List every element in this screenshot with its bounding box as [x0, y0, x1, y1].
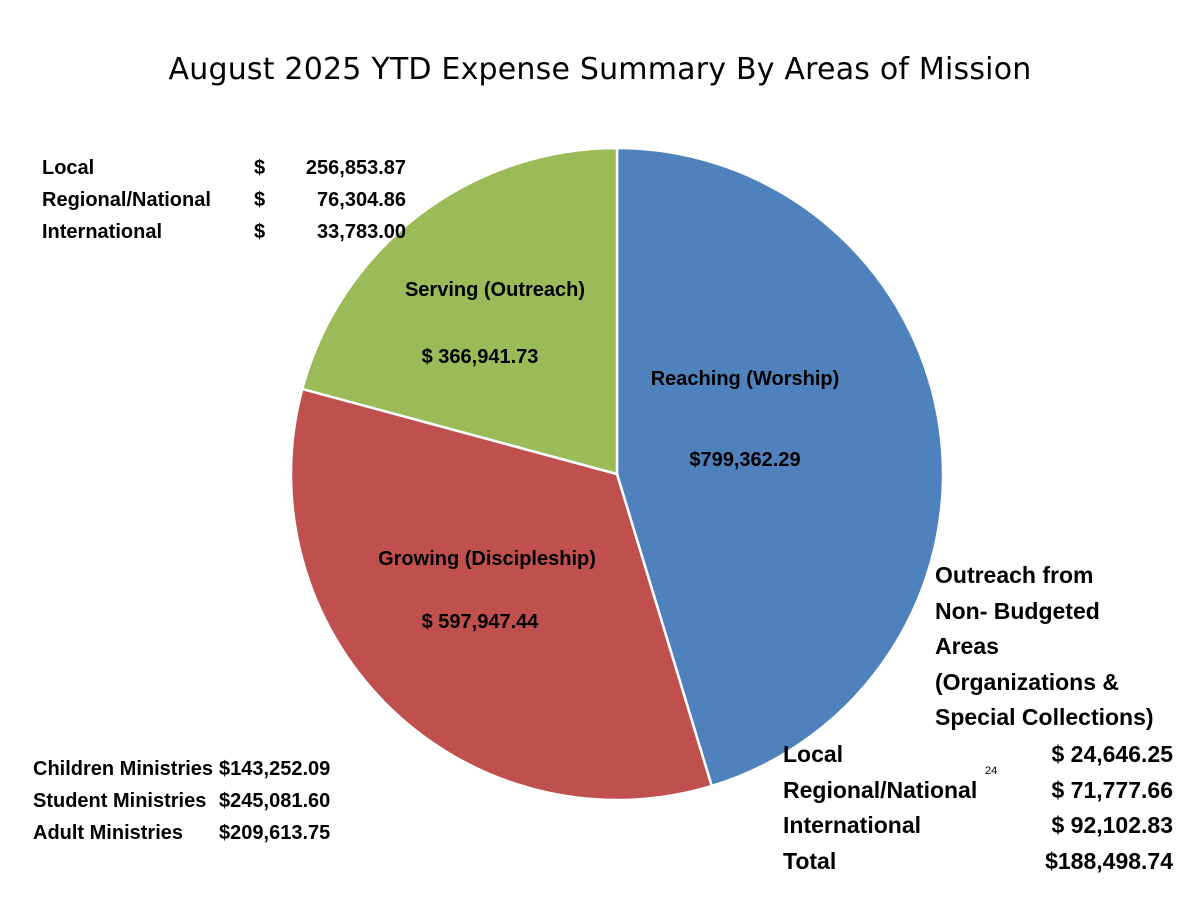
pie-slice-3 — [300, 146, 619, 476]
breakdown-amount: $ 71,777.66 — [1051, 776, 1173, 803]
breakdown-amount: $ 92,102.83 — [1051, 812, 1173, 838]
table-row: International $33,783.00 — [42, 216, 406, 248]
outreach-note: Outreach from Non- Budgeted Areas (Organ… — [935, 558, 1154, 736]
breakdown-amount: 256,853.87 — [305, 157, 406, 179]
outreach-note-line: Areas — [935, 633, 999, 659]
slice-label: Serving (Outreach) — [405, 279, 585, 301]
breakdown-amount: 33,783.00 — [317, 221, 406, 243]
breakdown-label: Children Ministries — [33, 758, 214, 780]
breakdown-amount: $143,252.09 — [219, 758, 331, 780]
slice-label: Growing (Discipleship) — [378, 548, 596, 570]
table-row: Local $ 24,646.25 — [783, 737, 1173, 773]
pie-slice-2 — [289, 387, 714, 802]
breakdown-amount: $245,081.60 — [219, 790, 331, 812]
breakdown-currency: $ — [254, 221, 266, 243]
slice-amount: $799,362.29 — [689, 449, 800, 471]
breakdown-label: International — [42, 221, 163, 243]
table-row: Adult Ministries $209,613.75 — [33, 817, 330, 849]
breakdown-label: Adult Ministries — [33, 822, 184, 844]
growing-breakdown: Children Ministries $143,252.09 Student Mi… — [33, 753, 330, 849]
breakdown-label: Regional/National — [42, 189, 211, 211]
table-row: Regional/National $76,304.86 — [42, 184, 406, 216]
table-row: Regional/National $ 71,777.66 — [783, 773, 1173, 809]
table-row: Student Ministries $245,081.60 — [33, 785, 330, 817]
serving-breakdown: Local $256,853.87 Regional/National $76,304… — [42, 152, 406, 248]
breakdown-amount: $209,613.75 — [219, 822, 331, 844]
breakdown-amount: 76,304.86 — [317, 189, 406, 211]
table-row: Children Ministries $143,252.09 — [33, 753, 330, 785]
table-row: International $ 92,102.83 — [783, 808, 1173, 844]
breakdown-amount: $188,498.74 — [1045, 847, 1173, 874]
breakdown-label: Total — [783, 847, 837, 874]
breakdown-currency: $ — [254, 157, 266, 179]
breakdown-currency: $ — [254, 189, 266, 211]
slice-label: Reaching (Worship) — [651, 368, 840, 390]
slice-amount: $ 366,941.73 — [422, 346, 539, 368]
breakdown-label: Local — [42, 157, 95, 179]
outreach-note-line: (Organizations & — [935, 668, 1120, 695]
breakdown-label: Regional/National — [783, 776, 978, 803]
breakdown-amount: $ 24,646.25 — [1051, 741, 1173, 767]
breakdown-label: Local — [783, 741, 844, 767]
outreach-breakdown: Local $ 24,646.25 Regional/National $ 71,77… — [783, 737, 1173, 879]
breakdown-label: Student Ministries — [33, 790, 207, 812]
outreach-note-line: Special Collections) — [935, 704, 1154, 730]
table-row: Total $188,498.74 — [783, 844, 1173, 880]
slice-amount: $ 597,947.44 — [422, 611, 540, 633]
pie-slice-1 — [615, 146, 945, 788]
table-row: Local $256,853.87 — [42, 152, 406, 184]
outreach-note-line: Non- Budgeted — [935, 597, 1100, 624]
outreach-note-line: Outreach from — [935, 562, 1094, 588]
breakdown-label: International — [783, 812, 922, 838]
page-number: 24 — [985, 765, 998, 777]
chart-title: August 2025 YTD Expense Summary By Areas… — [168, 52, 1032, 87]
